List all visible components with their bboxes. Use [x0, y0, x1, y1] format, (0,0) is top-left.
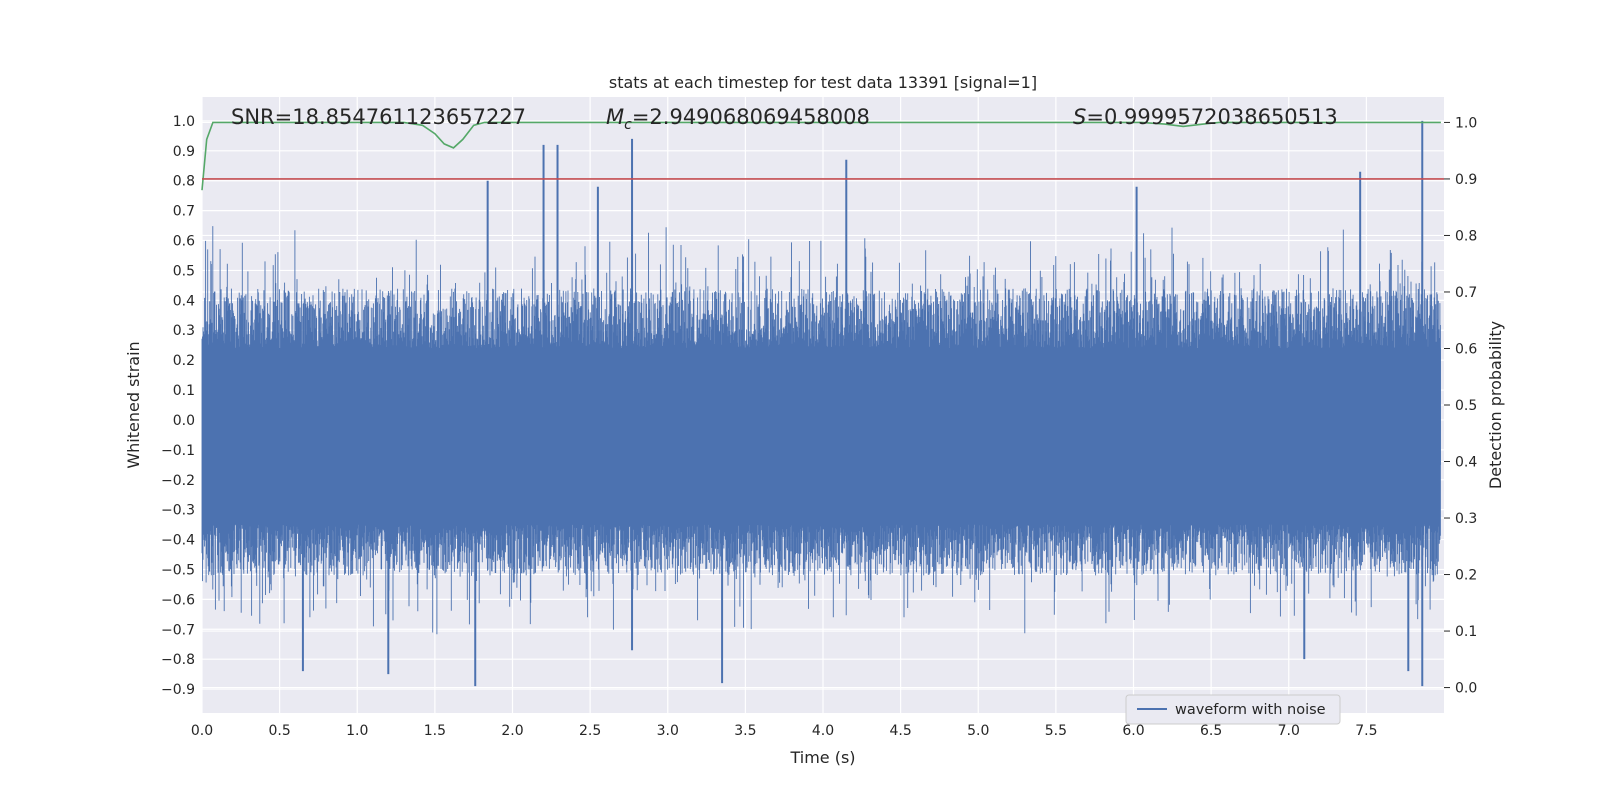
x-tick-label: 0.5: [268, 723, 290, 739]
waveform-core-band: [202, 348, 1441, 465]
y2-tick-label: 0.1: [1455, 624, 1477, 640]
x-tick-label: 6.0: [1122, 723, 1144, 739]
chart-title: stats at each timestep for test data 133…: [609, 73, 1037, 92]
y-tick-label: −0.8: [161, 652, 195, 668]
detection-probability-line: [201, 121, 1441, 191]
x-tick-label: 3.5: [734, 723, 756, 739]
legend-box: [1125, 694, 1341, 725]
y2-tick-label: 0.0: [1455, 681, 1477, 697]
axis-ticks: 0.0 0.5 1.0 1.5 2.0 2.5 3.0 3.5 4.0 4.5 5.0 5.5 6.0 6…: [161, 114, 1477, 739]
chirp-mass-symbol: M: [606, 105, 624, 129]
x-tick-label: 4.5: [889, 723, 911, 739]
y-tick-label: −0.6: [161, 592, 195, 608]
x-tick-label: 4.0: [812, 723, 834, 739]
x-tick-label: 3.0: [657, 723, 679, 739]
y-tick-label: −0.4: [161, 533, 195, 549]
y-tick-label: 0.7: [173, 204, 195, 220]
y2-tick-label: 0.9: [1455, 172, 1477, 188]
x-tick-label: 1.0: [346, 723, 368, 739]
y2-tick-label: 0.6: [1455, 341, 1477, 357]
y2-tick-label: 0.4: [1455, 455, 1477, 471]
y2-axis-label: Detection probability: [1486, 321, 1505, 489]
x-tick-label: 5.5: [1045, 723, 1067, 739]
y-tick-label: −0.2: [161, 473, 195, 489]
probability-series: [201, 121, 1444, 191]
x-tick-label: 7.0: [1278, 723, 1300, 739]
x-tick-label: 6.5: [1200, 723, 1222, 739]
y2-tick-label: 0.7: [1455, 285, 1477, 301]
y-tick-label: 0.3: [173, 323, 195, 339]
y-tick-label: 0.1: [173, 383, 195, 399]
y-tick-label: −0.7: [161, 622, 195, 638]
detection-score-symbol: S: [1073, 105, 1086, 129]
y-tick-label: −0.1: [161, 443, 195, 459]
x-tick-label: 7.5: [1355, 723, 1377, 739]
y2-tick-label: 0.5: [1455, 398, 1477, 414]
y-tick-label: −0.5: [161, 562, 195, 578]
legend: waveform with noise: [1125, 694, 1341, 725]
y-tick-label: 0.9: [173, 144, 195, 160]
snr-annotation: SNR=18.854761123657227: [231, 105, 526, 129]
y-axis-label: Whitened strain: [124, 341, 143, 468]
x-tick-label: 2.0: [501, 723, 523, 739]
y-tick-label: 0.8: [173, 174, 195, 190]
x-axis-label: Time (s): [789, 748, 855, 767]
detection-score-value: =0.9999572038650513: [1086, 105, 1337, 129]
detection-score-annotation: S=0.9999572038650513: [1073, 105, 1338, 129]
x-tick-label: 1.5: [424, 723, 446, 739]
y2-tick-label: 0.3: [1455, 511, 1477, 527]
y2-tick-label: 0.8: [1455, 228, 1477, 244]
x-tick-label: 5.0: [967, 723, 989, 739]
x-tick-label: 2.5: [579, 723, 601, 739]
legend-label: waveform with noise: [1175, 702, 1326, 718]
y-tick-label: 0.0: [173, 413, 195, 429]
waveform-series: [201, 120, 1441, 687]
x-tick-label: 0.0: [191, 723, 213, 739]
y2-tick-label: 0.2: [1455, 568, 1477, 584]
y2-tick-label: 1.0: [1455, 115, 1477, 131]
y-tick-label: 0.5: [173, 263, 195, 279]
chirp-mass-subscript: c: [624, 117, 632, 133]
y-tick-label: 1.0: [173, 114, 195, 130]
y-tick-label: 0.2: [173, 353, 195, 369]
y-tick-label: −0.9: [161, 682, 195, 698]
chirp-mass-annotation: Mc=2.949068069458008: [606, 105, 870, 133]
y-tick-label: 0.6: [173, 234, 195, 250]
chirp-mass-value: =2.949068069458008: [632, 105, 870, 129]
y-tick-label: −0.3: [161, 503, 195, 519]
y-tick-label: 0.4: [173, 293, 195, 309]
